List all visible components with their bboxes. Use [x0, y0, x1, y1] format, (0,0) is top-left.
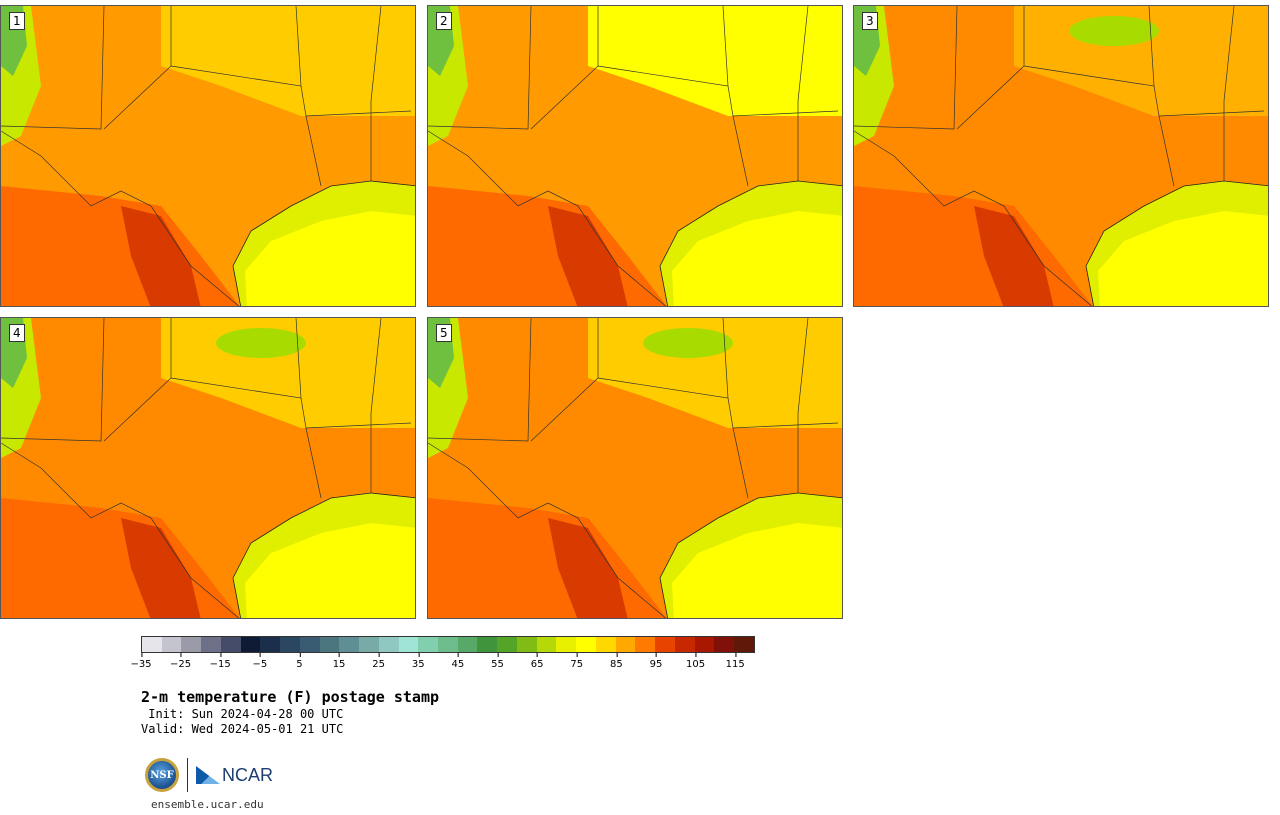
colorbar-swatch: [220, 637, 241, 652]
colorbar-swatch: [319, 637, 340, 652]
colorbar-tick-label: 55: [491, 653, 504, 670]
colorbar-ticks: −35 −25 −15 −5 5 15 25 35 45 55 65 75 85 95 105 115: [130, 653, 755, 673]
colorbar-swatch: [378, 637, 399, 652]
valid-time: Valid: Wed 2024-05-01 21 UTC: [141, 722, 344, 736]
colorbar-swatch: [201, 637, 221, 652]
colorbar-tick-label: −5: [252, 653, 267, 670]
state-borders: [428, 318, 839, 618]
colorbar-tick-label: 45: [452, 653, 464, 670]
hot-spot: [974, 206, 1054, 306]
colorbar-tick-label: −35: [130, 653, 152, 670]
colorbar-swatch: [674, 637, 695, 652]
colorbar-swatch: [595, 637, 616, 652]
temperature-map-4: [1, 318, 415, 618]
colorbar-tick-label: 65: [531, 653, 543, 670]
colorbar-swatch: [477, 637, 498, 652]
plot-title: 2-m temperature (F) postage stamp: [141, 688, 440, 706]
gulf-of-mexico: [245, 211, 415, 306]
temperature-map-5: [428, 318, 842, 618]
northern-region: [588, 6, 842, 116]
hot-spot: [548, 206, 628, 306]
logo-divider: [187, 758, 188, 792]
gulf-of-mexico: [1098, 211, 1268, 306]
colorbar-swatch: [359, 637, 379, 652]
colorbar-swatch: [438, 637, 458, 652]
member-number: 5: [436, 324, 452, 342]
gulf-of-mexico: [672, 523, 842, 618]
hot-spot: [121, 206, 201, 306]
colorbar-tick-label: 115: [726, 653, 745, 670]
colorbar-swatch: [734, 637, 754, 652]
cool-region: [643, 328, 733, 358]
init-time: Init: Sun 2024-04-28 00 UTC: [141, 707, 344, 721]
colorbar-swatch: [457, 637, 478, 652]
cool-region: [216, 328, 306, 358]
colorbar-tick-label: 25: [372, 653, 385, 670]
colorbar-swatch: [714, 637, 735, 652]
colorbar-swatch: [398, 637, 419, 652]
colorbar-tick-label: 75: [570, 653, 583, 670]
colorbar-tick-label: 85: [610, 653, 623, 670]
logo-row: NSF NCAR: [145, 757, 273, 793]
colorbar-tick-label: −15: [210, 653, 231, 670]
state-borders: [854, 6, 1265, 306]
ncar-wordmark: NCAR: [222, 764, 274, 785]
postage-stamp-panel-1: 1: [0, 5, 416, 307]
temperature-colorbar: [141, 636, 755, 653]
colorbar-tick-label: −25: [170, 653, 191, 670]
member-number: 3: [862, 12, 878, 30]
colorbar-tick-label: 35: [412, 653, 425, 670]
colorbar-swatch: [280, 637, 300, 652]
colorbar-tick-label: 95: [650, 653, 662, 670]
cool-region: [1069, 16, 1159, 46]
postage-stamp-panel-5: 5: [427, 317, 843, 619]
temperature-map-2: [428, 6, 842, 306]
colorbar-swatch: [694, 637, 715, 652]
colorbar-swatch: [655, 637, 675, 652]
gulf-of-mexico: [245, 523, 415, 618]
member-number: 1: [9, 12, 25, 30]
colorbar-swatch: [536, 637, 557, 652]
colorbar-swatch: [142, 637, 162, 652]
state-borders: [1, 6, 412, 306]
colorbar-swatch: [339, 637, 360, 652]
colorbar-swatch: [181, 637, 202, 652]
gulf-of-mexico: [672, 211, 842, 306]
colorbar-swatch: [497, 637, 517, 652]
member-number: 2: [436, 12, 452, 30]
colorbar-swatch: [240, 637, 261, 652]
member-number: 4: [9, 324, 25, 342]
postage-stamp-panel-4: 4: [0, 317, 416, 619]
colorbar-tick-label: 5: [296, 653, 303, 670]
colorbar-swatch: [418, 637, 439, 652]
ncar-mark-icon: [196, 766, 220, 784]
colorbar-swatch: [556, 637, 577, 652]
colorbar-swatch: [576, 637, 596, 652]
colorbar-swatch: [299, 637, 320, 652]
colorbar-swatch: [615, 637, 636, 652]
nsf-logo: NSF: [145, 758, 179, 792]
temperature-map-3: [854, 6, 1268, 306]
colorbar-swatch: [635, 637, 656, 652]
site-url: ensemble.ucar.edu: [151, 798, 264, 811]
colorbar-swatch: [516, 637, 537, 652]
postage-stamp-panel-2: 2: [427, 5, 843, 307]
colorbar-tick-label: 105: [686, 653, 705, 670]
colorbar-swatch: [260, 637, 281, 652]
colorbar-swatch: [161, 637, 182, 652]
temperature-map-1: [1, 6, 415, 306]
ncar-logo: NCAR: [196, 765, 273, 786]
hot-spot: [548, 518, 628, 618]
northern-region: [161, 6, 415, 116]
state-borders: [428, 6, 839, 306]
colorbar-tick-label: 15: [333, 653, 345, 670]
state-borders: [1, 318, 412, 618]
postage-stamp-panel-3: 3: [853, 5, 1269, 307]
hot-spot: [121, 518, 201, 618]
